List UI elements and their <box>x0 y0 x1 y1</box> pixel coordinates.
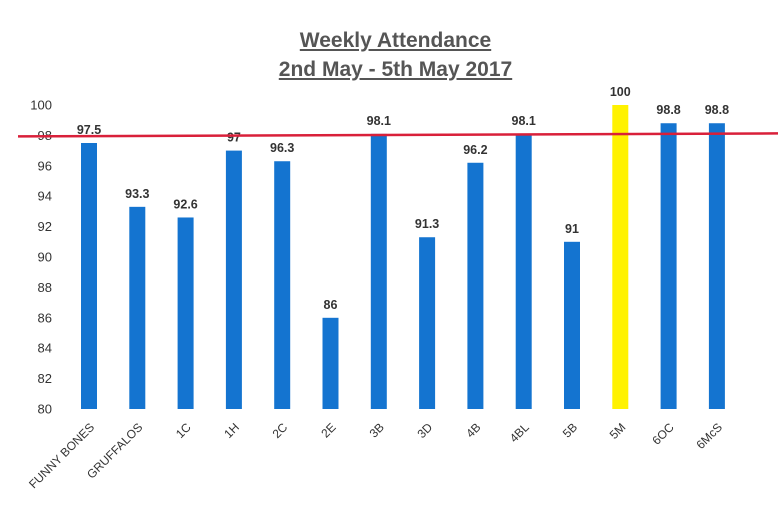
category-label: 1C <box>173 420 194 441</box>
bar <box>370 133 387 409</box>
bar <box>564 241 580 409</box>
category-label: 2E <box>318 420 338 440</box>
data-label: 86 <box>324 298 338 312</box>
y-tick-label: 86 <box>38 310 52 325</box>
bar <box>274 161 291 409</box>
bar <box>708 123 725 410</box>
bar <box>177 217 194 409</box>
category-label: 3D <box>414 420 435 441</box>
y-tick-label: 88 <box>38 280 52 295</box>
y-tick-label: 94 <box>38 189 52 204</box>
bar <box>225 150 242 409</box>
data-label: 91.3 <box>415 217 439 231</box>
category-label: 4BL <box>507 420 532 445</box>
data-label: 97 <box>227 131 241 145</box>
category-label: 4B <box>463 420 483 440</box>
category-label: 6McS <box>693 420 725 452</box>
bar <box>612 105 629 409</box>
y-tick-label: 90 <box>38 250 52 265</box>
bar <box>467 162 484 409</box>
bar <box>660 123 677 410</box>
category-label: FUNNY BONES <box>26 420 97 491</box>
target-line <box>17 132 779 138</box>
category-label: 5B <box>560 420 580 440</box>
data-label: 91 <box>565 222 579 236</box>
category-label: 3B <box>367 420 387 440</box>
data-label: 96.2 <box>463 143 487 157</box>
bar <box>419 237 436 409</box>
category-label: 6OC <box>649 420 677 448</box>
bar <box>129 206 146 409</box>
data-label: 92.6 <box>173 197 197 211</box>
y-tick-label: 82 <box>38 371 52 386</box>
y-tick-label: 92 <box>38 219 52 234</box>
data-label: 98.1 <box>367 114 391 128</box>
y-tick-label: 84 <box>38 341 52 356</box>
data-label: 98.8 <box>705 103 729 117</box>
y-tick-label: 96 <box>38 158 52 173</box>
y-tick-label: 100 <box>30 98 52 113</box>
bar <box>515 133 532 409</box>
bar <box>81 143 97 409</box>
category-label: 5M <box>607 420 629 442</box>
data-label: 98.1 <box>512 114 536 128</box>
data-label: 96.3 <box>270 141 294 155</box>
y-tick-label: 80 <box>38 402 52 417</box>
data-label: 100 <box>610 85 631 99</box>
data-label: 93.3 <box>125 187 149 201</box>
data-label: 97.5 <box>77 123 101 137</box>
bar <box>322 317 339 409</box>
category-label: 1H <box>221 420 242 441</box>
data-label: 98.8 <box>656 103 680 117</box>
category-label: 2C <box>270 420 291 441</box>
